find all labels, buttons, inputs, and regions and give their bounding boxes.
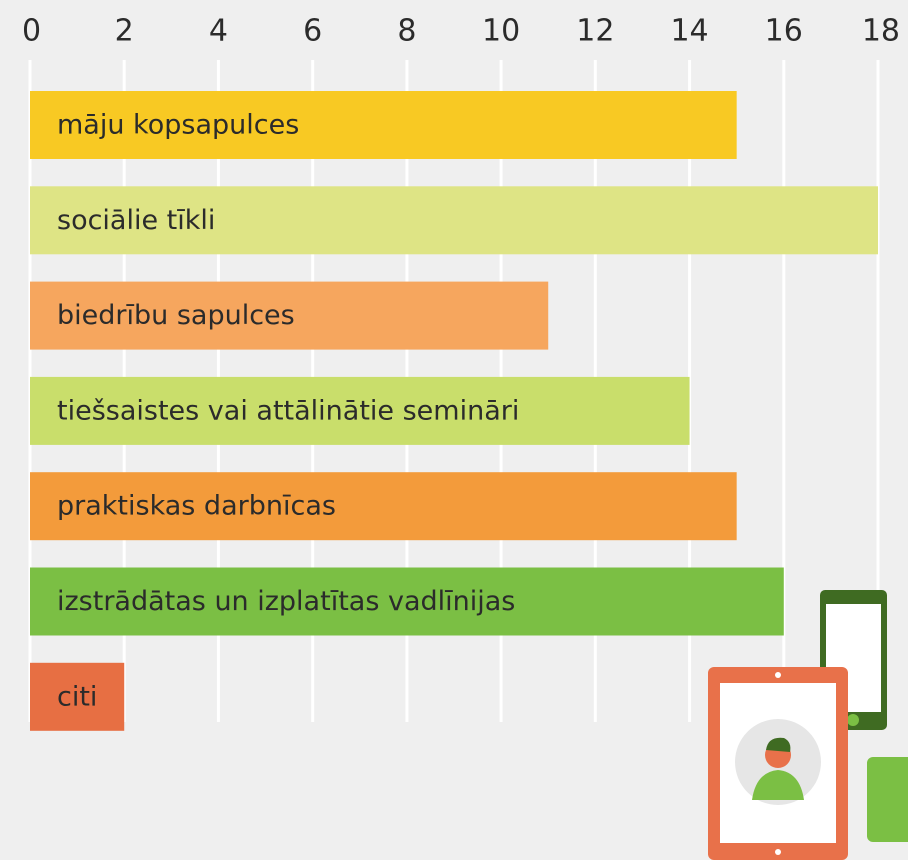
x-tick-label: 2 <box>115 14 134 49</box>
bar <box>30 376 690 445</box>
x-tick-label: 10 <box>482 14 520 49</box>
bar <box>30 662 125 731</box>
x-tick-label: 6 <box>303 14 322 49</box>
bar <box>30 281 549 350</box>
bar-label: biedrību sapulces <box>57 300 295 331</box>
bar-label: izstrādātas un izplatītas vadlīnijas <box>57 586 515 617</box>
x-tick-label: 4 <box>209 14 228 49</box>
bar <box>30 186 878 255</box>
x-tick-label: 16 <box>765 14 803 49</box>
bar <box>30 91 737 159</box>
x-tick-label: 8 <box>397 14 416 49</box>
bar <box>30 567 784 636</box>
bar-label: citi <box>57 681 97 712</box>
device-illustration <box>708 590 908 860</box>
x-tick-label: 12 <box>576 14 614 49</box>
x-tick-label: 0 <box>22 14 41 49</box>
bar-label: māju kopsapulces <box>57 110 299 141</box>
x-tick-label: 18 <box>862 14 900 49</box>
bar-label: tiešsaistes vai attālinātie semināri <box>57 395 519 426</box>
bar-label: praktiskas darbnīcas <box>57 491 336 522</box>
bar <box>30 472 737 541</box>
x-tick-label: 14 <box>670 14 708 49</box>
bar-label: sociālie tīkli <box>57 205 215 236</box>
